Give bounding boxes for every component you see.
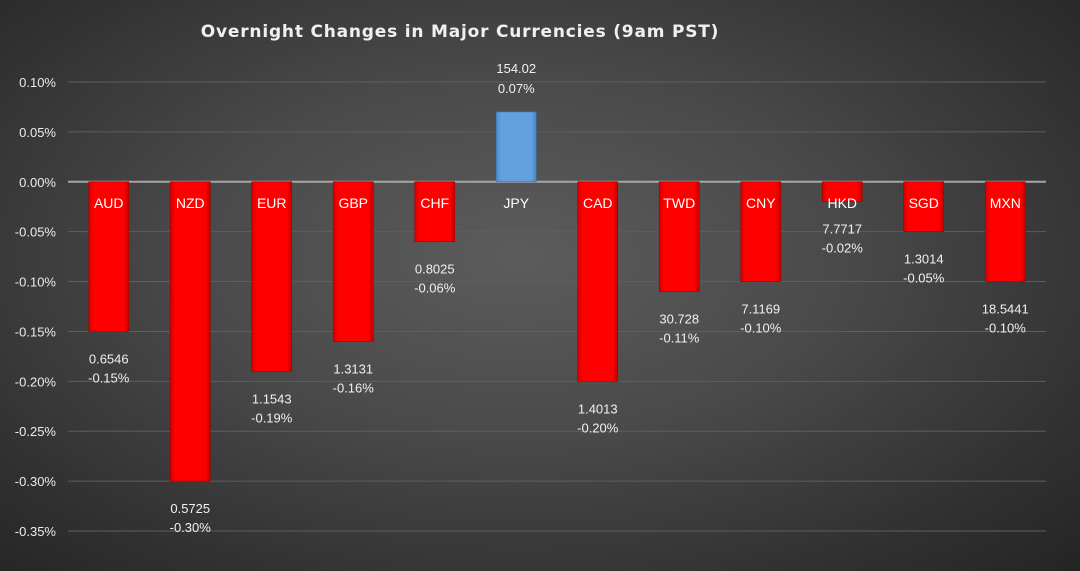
percent-label: -0.20% xyxy=(577,420,619,435)
rate-label: 1.3014 xyxy=(904,252,944,267)
y-tick-label: -0.20% xyxy=(15,374,57,389)
rate-label: 7.1169 xyxy=(741,302,780,317)
bar-mxn xyxy=(984,181,1026,282)
bar-sgd xyxy=(903,181,945,232)
y-tick-label: 0.05% xyxy=(19,125,56,140)
bar-cad xyxy=(577,181,619,382)
category-label: EUR xyxy=(257,195,287,211)
bar-chf xyxy=(414,181,456,242)
percent-label: 0.07% xyxy=(498,81,535,96)
category-label: CAD xyxy=(583,195,613,211)
rate-label: 1.4013 xyxy=(578,401,618,416)
percent-label: -0.16% xyxy=(333,380,375,395)
percent-label: -0.19% xyxy=(251,410,293,425)
y-tick-label: 0.00% xyxy=(19,175,56,190)
y-tick-label: -0.35% xyxy=(15,524,57,539)
category-label: TWD xyxy=(663,195,695,211)
percent-label: -0.15% xyxy=(88,370,130,385)
percent-label: -0.11% xyxy=(659,331,700,346)
y-tick-label: -0.30% xyxy=(15,474,57,489)
bar-nzd xyxy=(169,181,211,482)
category-label: SGD xyxy=(909,195,939,211)
bar-jpy xyxy=(495,111,537,183)
bar-cny xyxy=(740,181,782,282)
percent-label: -0.02% xyxy=(822,241,864,256)
rate-label: 154.02 xyxy=(496,61,536,76)
category-label: AUD xyxy=(94,195,124,211)
percent-label: -0.06% xyxy=(414,281,456,296)
bar-twd xyxy=(658,181,700,292)
rate-label: 0.5725 xyxy=(170,501,210,516)
category-label: MXN xyxy=(990,195,1021,211)
category-label: CHF xyxy=(420,195,449,211)
y-tick-label: -0.10% xyxy=(15,275,57,290)
y-tick-label: -0.05% xyxy=(15,225,57,240)
y-tick-label: 0.10% xyxy=(19,75,56,90)
bar-eur xyxy=(251,181,293,372)
category-label: GBP xyxy=(338,195,368,211)
rate-label: 7.7717 xyxy=(822,222,862,237)
category-label: HKD xyxy=(827,195,857,211)
rate-label: 1.3131 xyxy=(333,361,373,376)
rate-label: 18.5441 xyxy=(982,302,1029,317)
rate-label: 0.6546 xyxy=(89,351,129,366)
rate-label: 0.8025 xyxy=(415,262,455,277)
category-label: CNY xyxy=(746,195,776,211)
y-tick-label: -0.15% xyxy=(15,324,57,339)
y-tick-label: -0.25% xyxy=(15,424,57,439)
percent-label: -0.10% xyxy=(985,321,1027,336)
bar-aud xyxy=(88,181,130,332)
category-label: NZD xyxy=(176,195,205,211)
category-label: JPY xyxy=(503,195,529,211)
bar-gbp xyxy=(332,181,374,342)
percent-label: -0.05% xyxy=(903,271,945,286)
percent-label: -0.30% xyxy=(170,520,212,535)
percent-label: -0.10% xyxy=(740,321,782,336)
rate-label: 1.1543 xyxy=(252,391,292,406)
chart-title: Overnight Changes in Major Currencies (9… xyxy=(200,22,720,42)
rate-label: 30.728 xyxy=(659,312,699,327)
bar-hkd xyxy=(821,181,863,203)
